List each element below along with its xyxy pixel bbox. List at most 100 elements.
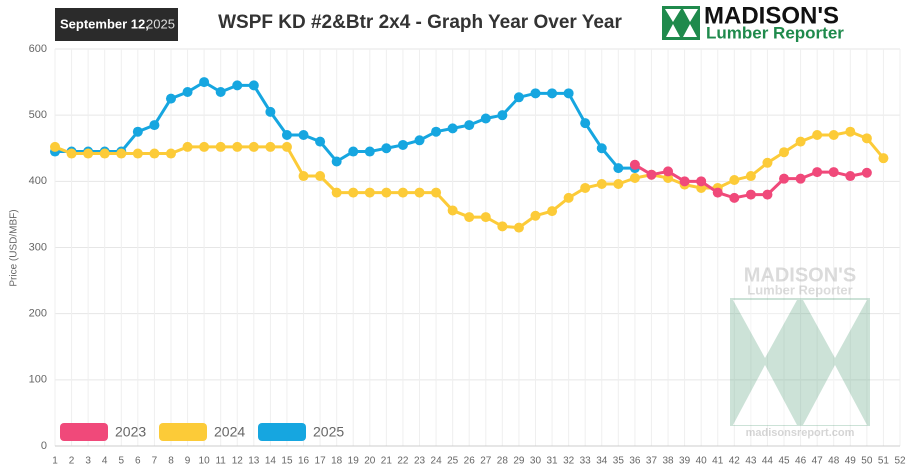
data-point <box>66 148 77 159</box>
data-point <box>513 92 524 103</box>
x-tick-label: 10 <box>199 456 211 467</box>
data-point <box>812 130 823 141</box>
data-point <box>762 157 773 168</box>
x-tick-label: 15 <box>281 456 293 467</box>
data-point <box>364 146 375 157</box>
data-point <box>480 113 491 124</box>
data-point <box>663 166 674 177</box>
data-point <box>530 210 541 221</box>
data-point <box>861 133 872 144</box>
legend-label: 2023 <box>115 424 146 440</box>
data-point <box>348 146 359 157</box>
data-point <box>729 192 740 203</box>
data-point <box>414 187 425 198</box>
x-tick-label: 8 <box>168 456 174 467</box>
data-point <box>248 80 259 91</box>
data-point <box>265 106 276 117</box>
x-tick-label: 31 <box>546 456 558 467</box>
data-point <box>497 221 508 232</box>
data-point <box>414 135 425 146</box>
x-tick-label: 12 <box>232 456 244 467</box>
data-point <box>646 169 657 180</box>
data-point <box>265 141 276 152</box>
x-tick-label: 11 <box>215 456 226 467</box>
data-point <box>745 171 756 182</box>
data-point <box>199 77 210 88</box>
y-tick-label: 300 <box>29 241 47 253</box>
x-tick-label: 29 <box>513 456 525 467</box>
data-point <box>298 171 309 182</box>
data-point <box>812 167 823 178</box>
y-tick-label: 600 <box>29 43 47 55</box>
x-tick-label: 47 <box>812 456 824 467</box>
data-point <box>629 159 640 170</box>
x-tick-label: 13 <box>248 456 260 467</box>
data-point <box>331 156 342 167</box>
data-point <box>530 88 541 99</box>
logo-subtitle: Lumber Reporter <box>706 23 844 42</box>
x-tick-label: 3 <box>85 456 91 467</box>
x-tick-label: 21 <box>381 456 393 467</box>
data-point <box>861 167 872 178</box>
data-point <box>232 141 243 152</box>
x-tick-label: 9 <box>185 456 191 467</box>
data-point <box>828 167 839 178</box>
data-point <box>50 141 60 152</box>
legend-label: 2024 <box>214 424 245 440</box>
data-point <box>596 178 607 189</box>
data-point <box>397 187 408 198</box>
data-point <box>431 126 442 137</box>
data-point <box>878 153 889 164</box>
data-point <box>215 87 226 98</box>
data-point <box>199 141 210 152</box>
watermark-subtitle: Lumber Reporter <box>747 282 852 297</box>
x-tick-label: 30 <box>530 456 542 467</box>
x-tick-label: 33 <box>580 456 592 467</box>
legend-label: 2025 <box>313 424 344 440</box>
date: September 12, <box>60 16 149 31</box>
data-point <box>182 87 193 98</box>
x-tick-label: 20 <box>364 456 376 467</box>
x-tick-label: 25 <box>447 456 459 467</box>
y-tick-label: 0 <box>41 440 47 452</box>
x-tick-label: 35 <box>613 456 625 467</box>
y-tick-label: 400 <box>29 175 47 187</box>
logo-title: MADISON'S <box>704 2 839 29</box>
data-point <box>547 88 558 99</box>
y-axis-label: Price (USD/MBF) <box>9 209 20 286</box>
grid <box>54 48 901 447</box>
chart-title: WSPF KD #2&Btr 2x4 - Graph Year Over Yea… <box>218 12 622 33</box>
data-point <box>779 173 790 184</box>
x-tick-label: 46 <box>795 456 807 467</box>
data-point <box>845 171 856 182</box>
x-tick-label: 24 <box>431 456 443 467</box>
data-point <box>447 205 458 216</box>
data-point <box>315 171 326 182</box>
data-point <box>795 173 806 184</box>
data-point <box>464 120 475 131</box>
x-tick-label: 26 <box>464 456 476 467</box>
legend-swatch <box>159 423 207 441</box>
x-tick-label: 4 <box>102 456 108 467</box>
x-tick-label: 45 <box>778 456 790 467</box>
x-tick-label: 42 <box>729 456 741 467</box>
data-point <box>149 148 160 159</box>
y-tick-label: 200 <box>29 308 47 320</box>
data-point <box>464 212 475 223</box>
x-tick-label: 32 <box>563 456 575 467</box>
data-point <box>99 148 110 159</box>
data-point <box>281 130 292 141</box>
data-point <box>613 163 624 174</box>
data-point <box>629 173 640 184</box>
data-point <box>563 192 574 203</box>
data-point <box>712 187 723 198</box>
watermark: MADISON'S Lumber Reporter madisonsreport… <box>730 264 870 439</box>
y-tick-label: 100 <box>29 374 47 386</box>
x-tick-label: 22 <box>397 456 409 467</box>
data-point <box>83 148 94 159</box>
data-point <box>596 143 607 154</box>
logo-icon <box>662 6 700 40</box>
x-tick-label: 48 <box>828 456 840 467</box>
x-tick-label: 19 <box>348 456 360 467</box>
